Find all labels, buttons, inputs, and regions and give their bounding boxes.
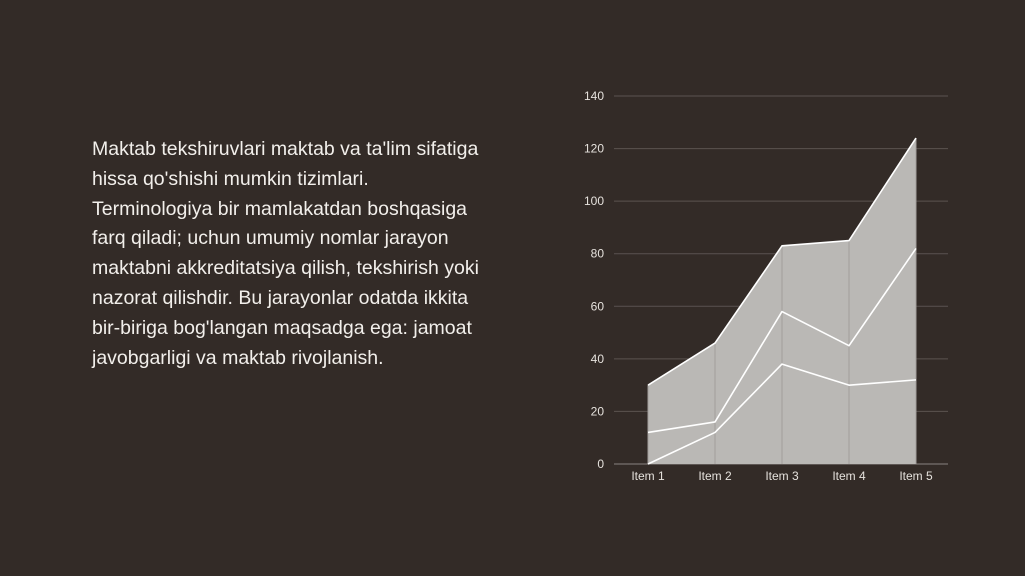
y-tick-label: 100 bbox=[584, 194, 604, 208]
x-tick-label: Item 3 bbox=[765, 469, 799, 483]
area-chart: 0 20 40 60 80 100 120 140 Item 1 Item 2 Item 3 Ite… bbox=[560, 80, 970, 500]
body-paragraph: Maktab tekshiruvlari maktab va ta'lim si… bbox=[92, 138, 479, 369]
y-tick-label: 120 bbox=[584, 142, 604, 156]
x-axis-ticks: Item 1 Item 2 Item 3 Item 4 Item 5 bbox=[631, 469, 933, 483]
x-tick-label: Item 1 bbox=[631, 469, 665, 483]
line-layer bbox=[647, 137, 917, 465]
y-tick-label: 80 bbox=[591, 247, 605, 261]
y-tick-label: 0 bbox=[597, 457, 604, 471]
y-tick-label: 60 bbox=[591, 299, 605, 313]
x-tick-label: Item 4 bbox=[832, 469, 866, 483]
y-axis-ticks: 0 20 40 60 80 100 120 140 bbox=[584, 89, 604, 471]
series-line-3 bbox=[647, 137, 917, 386]
x-tick-label: Item 2 bbox=[698, 469, 732, 483]
area-layer bbox=[647, 138, 917, 465]
series-line-1 bbox=[647, 363, 917, 465]
y-tick-label: 40 bbox=[591, 352, 605, 366]
series-line-2 bbox=[647, 248, 917, 434]
x-tick-label: Item 5 bbox=[899, 469, 933, 483]
y-tick-label: 20 bbox=[591, 404, 605, 418]
y-tick-label: 140 bbox=[584, 89, 604, 103]
